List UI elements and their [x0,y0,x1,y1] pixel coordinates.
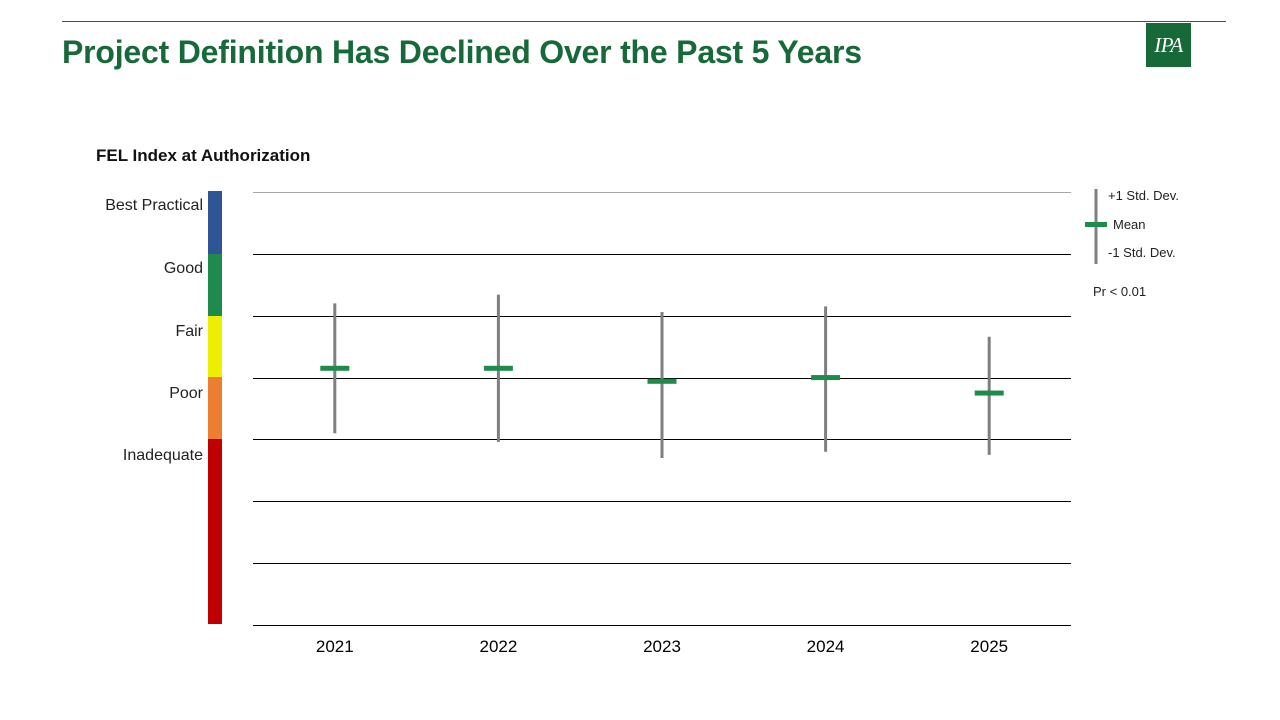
significance-note: Pr < 0.01 [1093,284,1147,299]
legend-minus-sd: -1 Std. Dev. [1108,245,1176,260]
legend-mean: Mean [1113,217,1146,232]
band-good [208,254,222,316]
band-best-practical [208,191,222,254]
x-tick-label-2021: 2021 [316,637,354,656]
legend-mean-icon [1085,222,1107,227]
mean-marker-2021 [320,365,350,371]
chart-title: FEL Index at Authorization [96,146,311,165]
band-inadequate [208,439,222,624]
band-label-poor: Poor [169,385,203,402]
band-label-best-practical: Best Practical [105,197,203,214]
mean-marker-2024 [811,375,841,381]
mean-marker-2023 [647,378,677,384]
band-label-fair: Fair [175,323,203,340]
ipa-logo: IPA [1146,23,1191,67]
mean-marker-2025 [974,390,1004,396]
mean-marker-2022 [483,365,513,371]
x-tick-label-2022: 2022 [479,637,517,656]
band-poor [208,377,222,439]
x-tick-label-2025: 2025 [970,637,1008,656]
legend-symbol [1085,189,1107,264]
band-fair [208,316,222,378]
band-label-inadequate: Inadequate [122,447,203,464]
band-label-good: Good [163,260,203,277]
top-rule [62,21,1226,22]
x-tick-label-2024: 2024 [807,637,845,656]
x-tick-label-2023: 2023 [643,637,681,656]
legend-plus-sd: +1 Std. Dev. [1108,188,1179,203]
page-title: Project Definition Has Declined Over the… [62,34,862,70]
